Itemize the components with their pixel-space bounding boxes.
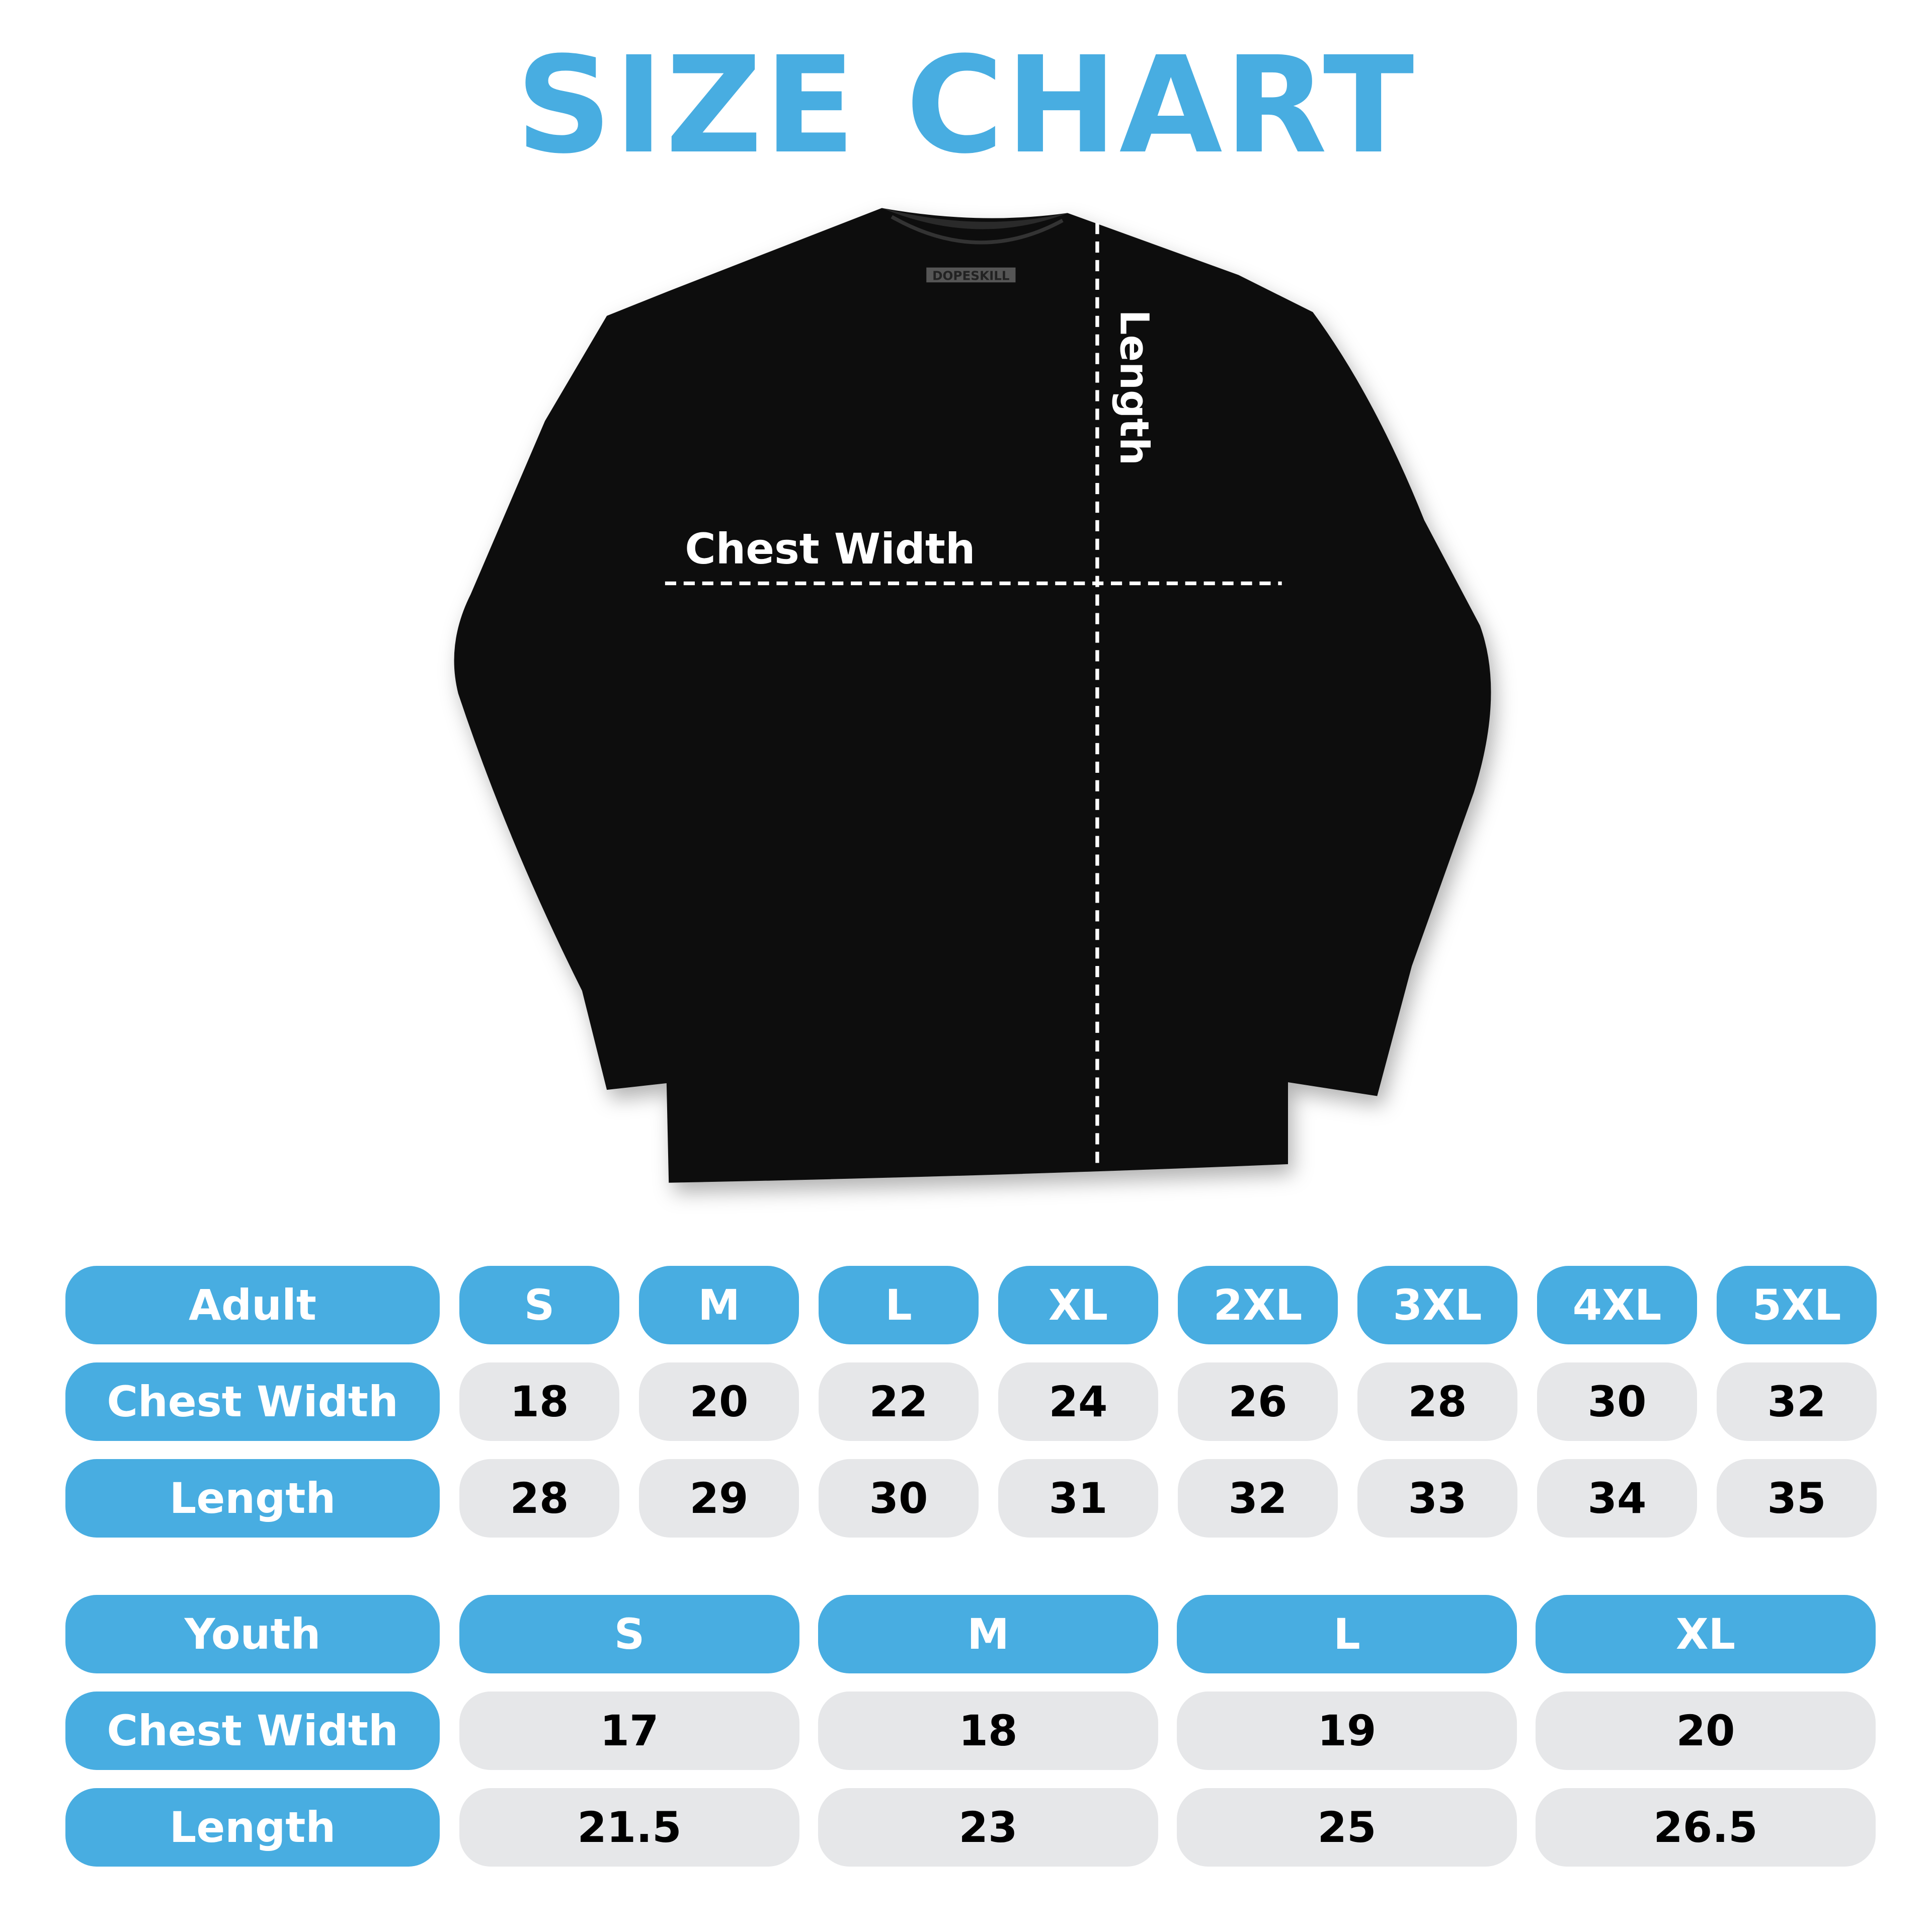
adult-value-cell: 30 xyxy=(819,1459,979,1538)
adult-size-xl: XL xyxy=(998,1266,1158,1344)
youth-value-cell: 21.5 xyxy=(459,1788,799,1867)
chest-width-label: Chest Width xyxy=(685,524,975,574)
youth-header: Youth xyxy=(65,1595,440,1673)
brand-tag xyxy=(926,267,1016,283)
adult-size-5xl: 5XL xyxy=(1717,1266,1877,1344)
youth-value-cell: 26.5 xyxy=(1536,1788,1876,1867)
adult-value-cell: 26 xyxy=(1178,1362,1338,1441)
adult-size-s: S xyxy=(459,1266,619,1344)
adult-row-label: Length xyxy=(65,1459,440,1538)
adult-value-cell: 24 xyxy=(998,1362,1158,1441)
adult-value-cell: 35 xyxy=(1717,1459,1877,1538)
adult-value-cell: 32 xyxy=(1178,1459,1338,1538)
adult-size-l: L xyxy=(819,1266,979,1344)
adult-value-cell: 20 xyxy=(639,1362,799,1441)
youth-size-s: S xyxy=(459,1595,799,1673)
adult-size-3xl: 3XL xyxy=(1357,1266,1517,1344)
length-label: Length xyxy=(1111,309,1158,465)
adult-value-cell: 30 xyxy=(1537,1362,1697,1441)
adult-value-cell: 34 xyxy=(1537,1459,1697,1538)
collar xyxy=(881,208,1068,229)
youth-value-cell: 23 xyxy=(818,1788,1158,1867)
youth-size-xl: XL xyxy=(1536,1595,1876,1673)
adult-value-cell: 28 xyxy=(1357,1362,1517,1441)
adult-size-m: M xyxy=(639,1266,799,1344)
youth-row-label: Length xyxy=(65,1788,440,1867)
youth-value-cell: 18 xyxy=(818,1692,1158,1770)
adult-header: Adult xyxy=(65,1266,440,1344)
adult-value-cell: 22 xyxy=(819,1362,979,1441)
youth-row-label: Chest Width xyxy=(65,1692,440,1770)
youth-value-cell: 20 xyxy=(1536,1692,1876,1770)
adult-row-label: Chest Width xyxy=(65,1362,440,1441)
youth-value-cell: 25 xyxy=(1177,1788,1517,1867)
adult-value-cell: 31 xyxy=(998,1459,1158,1538)
adult-value-cell: 28 xyxy=(459,1459,619,1538)
adult-size-2xl: 2XL xyxy=(1178,1266,1338,1344)
adult-size-4xl: 4XL xyxy=(1537,1266,1697,1344)
adult-value-cell: 29 xyxy=(639,1459,799,1538)
youth-size-l: L xyxy=(1177,1595,1517,1673)
youth-value-cell: 19 xyxy=(1177,1692,1517,1770)
svg-text:DOPESKILL: DOPESKILL xyxy=(932,268,1010,283)
page-title: SIZE CHART xyxy=(516,28,1416,183)
youth-value-cell: 17 xyxy=(459,1692,799,1770)
long-sleeve-shirt xyxy=(454,208,1491,1183)
adult-value-cell: 33 xyxy=(1357,1459,1517,1538)
adult-value-cell: 32 xyxy=(1717,1362,1877,1441)
adult-value-cell: 18 xyxy=(459,1362,619,1441)
youth-size-m: M xyxy=(818,1595,1158,1673)
